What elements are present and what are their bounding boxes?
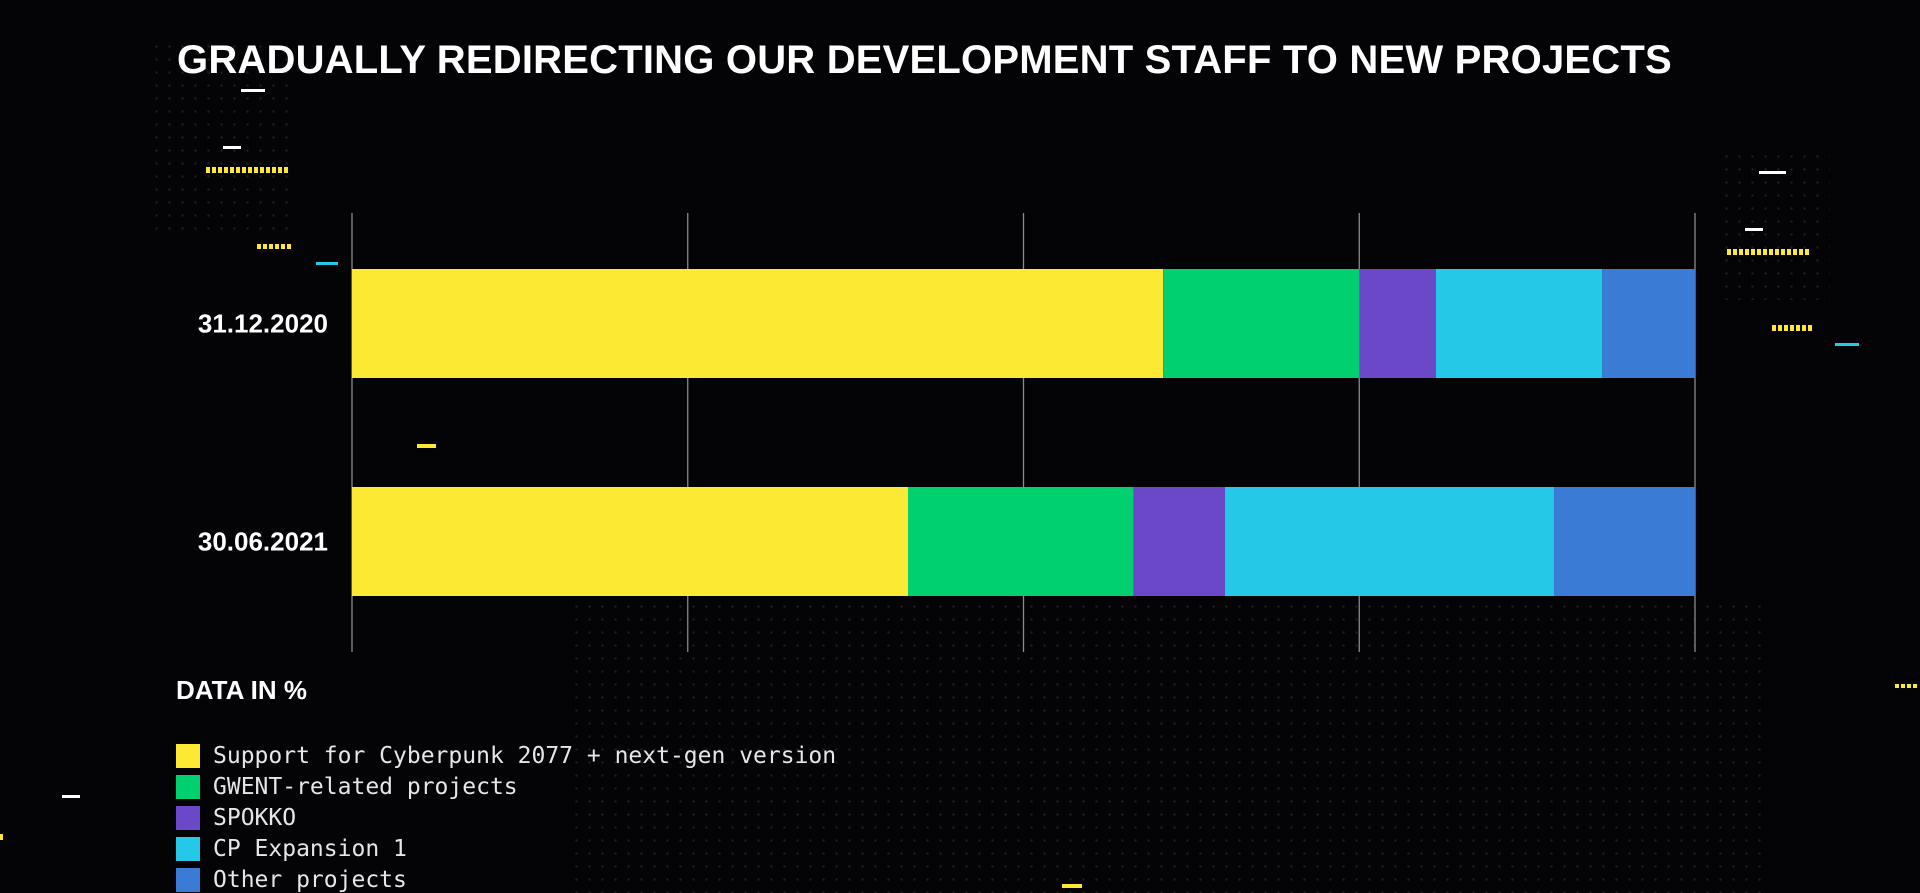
bar-segment-0-0: [352, 269, 1164, 378]
decor-dash: [257, 244, 293, 249]
decor-dash: [241, 89, 265, 92]
bar-segments: [352, 269, 1695, 596]
category-label: 30.06.2021: [198, 527, 328, 557]
decor-dash: [1835, 343, 1859, 346]
decor-dash: [1895, 684, 1917, 688]
background-dot-grid-bottom: [570, 600, 1770, 893]
chart-title: GRADUALLY REDIRECTING OUR DEVELOPMENT ST…: [177, 38, 1672, 82]
decor-dash: [206, 167, 290, 173]
decor-dash: [1062, 884, 1082, 888]
bar-segment-1-1: [908, 487, 1134, 596]
category-labels: 31.12.2020 30.06.2021: [198, 309, 328, 557]
bar-segment-0-2: [1359, 269, 1436, 378]
decor-dash: [1759, 171, 1786, 174]
legend-item: Other projects: [176, 864, 836, 893]
legend-swatch: [176, 805, 200, 830]
bar-segment-1-3: [1224, 487, 1554, 596]
decor-dash: [316, 262, 338, 265]
background-dot-grid-right: [1720, 150, 1830, 300]
legend-item: GWENT-related projects: [176, 771, 836, 802]
bar-segment-1-2: [1133, 487, 1225, 596]
data-unit-note: DATA IN %: [176, 675, 307, 705]
legend-swatch: [176, 774, 200, 799]
legend-swatch: [176, 836, 200, 861]
category-label: 31.12.2020: [198, 309, 328, 339]
bar-segment-1-4: [1553, 487, 1695, 596]
decor-dash: [62, 795, 80, 798]
legend-item: SPOKKO: [176, 802, 836, 833]
legend-swatch: [176, 743, 200, 768]
decor-dash: [0, 834, 3, 840]
legend-item: Support for Cyberpunk 2077 + next-gen ve…: [176, 740, 836, 771]
bar-segment-0-3: [1435, 269, 1603, 378]
decor-dash: [1745, 228, 1763, 231]
legend-label: CP Expansion 1: [213, 835, 407, 862]
legend-label: Other projects: [213, 866, 407, 893]
legend-item: CP Expansion 1: [176, 833, 836, 864]
legend-label: Support for Cyberpunk 2077 + next-gen ve…: [213, 742, 837, 769]
decor-dash: [1772, 325, 1812, 331]
chart-legend: Support for Cyberpunk 2077 + next-gen ve…: [176, 740, 836, 893]
legend-label: GWENT-related projects: [213, 773, 518, 800]
decor-dash: [223, 146, 241, 149]
decor-dash: [417, 444, 436, 448]
legend-label: SPOKKO: [213, 804, 297, 831]
decor-dash: [1727, 249, 1809, 255]
bar-segment-0-4: [1602, 269, 1695, 378]
bar-segment-1-0: [352, 487, 909, 596]
background-dot-grid-left: [150, 40, 290, 240]
bar-segment-0-1: [1163, 269, 1360, 378]
legend-swatch: [176, 867, 200, 892]
